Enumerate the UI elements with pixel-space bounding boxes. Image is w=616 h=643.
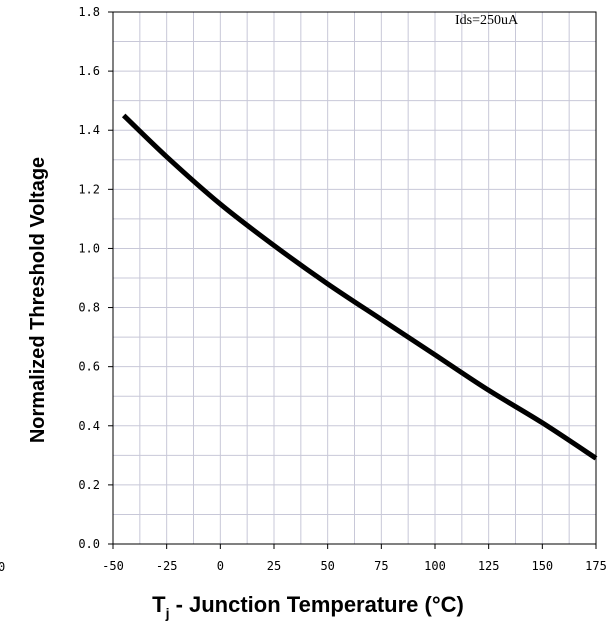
y-tick-label: 1.2 [78,182,100,196]
y-tick-label: 1.4 [78,123,100,137]
x-tick-label: 125 [478,559,500,573]
series-line [121,113,598,461]
plot-frame [112,11,597,545]
y-tick-label: 0.2 [78,478,100,492]
grid [112,11,597,545]
y-tick-label: 1.0 [78,241,100,255]
y-tick-label: 1.8 [78,5,100,19]
x-tick-label: 175 [585,559,607,573]
x-axis-label-subscript: j [165,605,170,621]
y-tick-label: 1.6 [78,64,100,78]
x-axis-ticks: -50 -25 0 25 50 75 100 125 150 175 [102,544,607,573]
x-tick-label: 25 [267,559,281,573]
y-tick-label: 0.8 [78,301,100,315]
x-tick-label: 150 [531,559,553,573]
y-axis-ticks: 0.0 0.2 0.4 0.6 0.8 1.0 1.2 1.4 1.6 1.8 [78,5,113,551]
series-layer [121,113,598,461]
x-tick-label: 75 [374,559,388,573]
y-tick-label: 0.6 [78,360,100,374]
x-axis-label-rest: - Junction Temperature (°C) [169,592,463,617]
y-axis-label: Normalized Threshold Voltage [27,157,49,443]
x-tick-label: 100 [424,559,446,573]
stray-tick-label: 0 [0,560,5,574]
x-tick-label: -50 [102,559,124,573]
y-tick-label: 0.4 [78,419,100,433]
x-tick-label: -25 [156,559,178,573]
x-axis-label: Tj - Junction Temperature (°C) [152,592,464,621]
x-tick-label: 0 [217,559,224,573]
x-axis-label-main: T [152,592,166,617]
annotation-ids: Ids=250uA [455,13,519,28]
y-tick-label: 0.0 [78,537,100,551]
x-tick-label: 50 [320,559,334,573]
